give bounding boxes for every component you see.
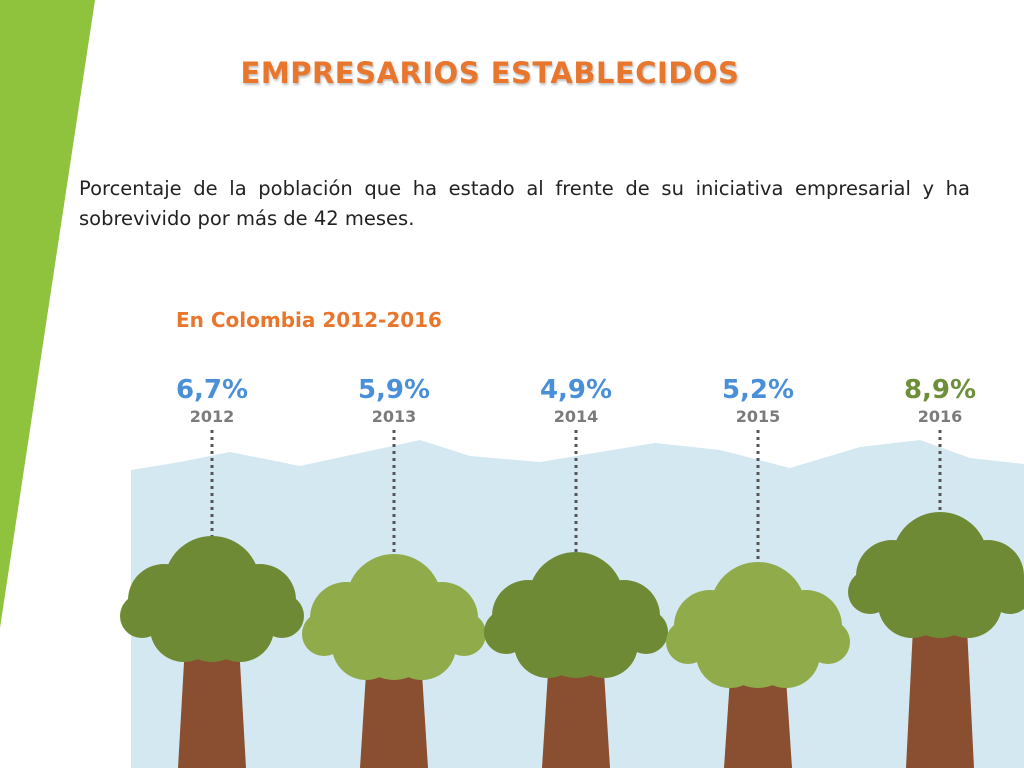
tree-2012: 6,7% 2012 [120, 375, 304, 768]
canopy-2016 [848, 570, 892, 614]
canopy-2014 [538, 602, 614, 678]
year-label-2014: 2014 [554, 407, 599, 426]
green-accent-shape [0, 0, 95, 628]
tree-2014: 4,9% 2014 [484, 375, 668, 768]
year-label-2016: 2016 [918, 407, 963, 426]
canopy-2014 [484, 610, 528, 654]
chart-marks: 6,7% 2012 5,9% 2013 4,9% 2014 5,2% 2015 8,9% 2016 [120, 375, 1024, 768]
canopy-2012 [120, 594, 164, 638]
value-label-2014: 4,9% [540, 375, 612, 405]
value-label-2015: 5,2% [722, 375, 794, 405]
canopy-2014 [624, 610, 668, 654]
canopy-2016 [988, 570, 1024, 614]
slide-description: Porcentaje de la población que ha estado… [79, 177, 970, 230]
value-label-2013: 5,9% [358, 375, 430, 405]
canopy-2016 [902, 562, 978, 638]
canopy-2013 [356, 604, 432, 680]
canopy-2013 [302, 612, 346, 656]
canopy-2015 [666, 620, 710, 664]
value-label-2012: 6,7% [176, 375, 248, 405]
tree-2013: 5,9% 2013 [302, 375, 486, 768]
canopy-2013 [442, 612, 486, 656]
year-label-2013: 2013 [372, 407, 417, 426]
value-label-2016: 8,9% [904, 375, 976, 405]
year-label-2012: 2012 [190, 407, 235, 426]
tree-2015: 5,2% 2015 [666, 375, 850, 768]
canopy-2012 [174, 586, 250, 662]
canopy-2015 [720, 612, 796, 688]
year-label-2015: 2015 [736, 407, 781, 426]
canopy-2015 [806, 620, 850, 664]
slide-title: EMPRESARIOS ESTABLECIDOS [240, 56, 740, 90]
chart-subtitle: En Colombia 2012-2016 [176, 308, 442, 332]
green-accent-polygon [0, 0, 95, 628]
canopy-2012 [260, 594, 304, 638]
tree-2016: 8,9% 2016 [848, 375, 1024, 768]
